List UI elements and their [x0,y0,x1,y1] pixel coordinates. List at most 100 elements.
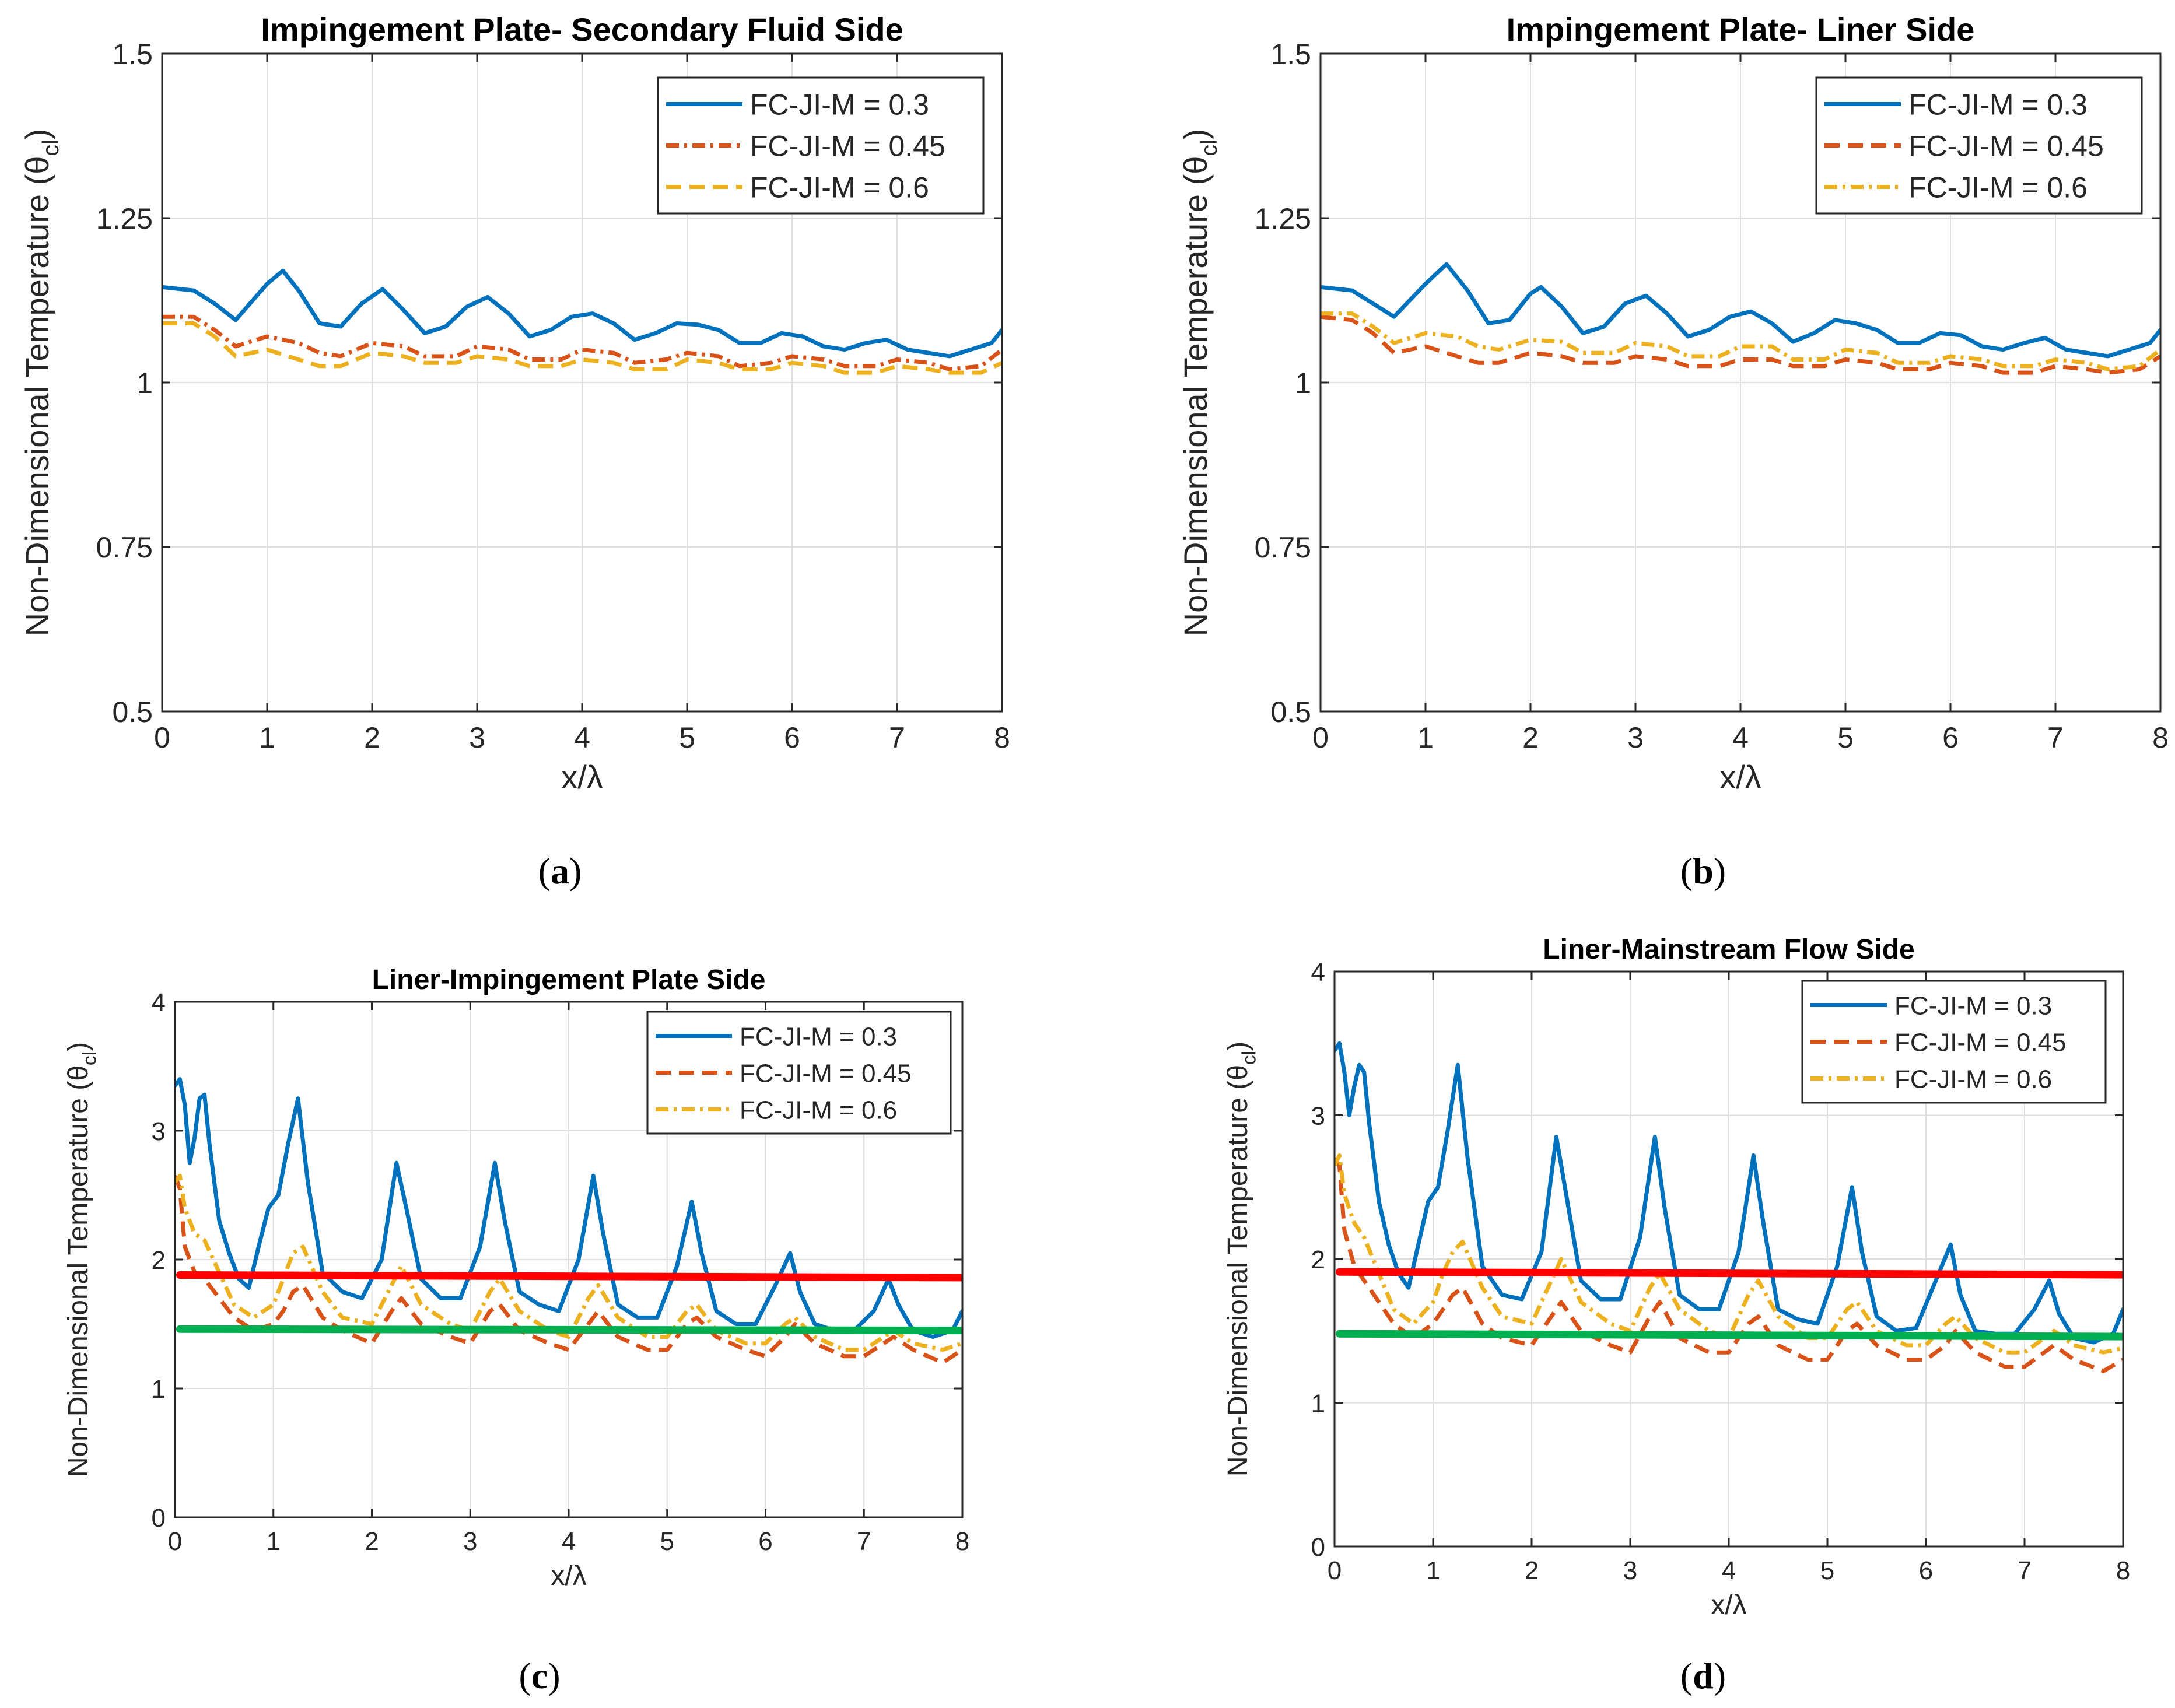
caption-letter: c [531,1655,548,1696]
legend-box [1801,980,2107,1104]
green-reference-line [1335,1330,2123,1341]
y-axis-label-close: ) [1177,129,1214,140]
series-line-0-45 [162,314,1002,371]
y-axis-label-subscript: cl [38,139,64,156]
caption-open: ( [519,1655,531,1696]
y-axis-label-main: Non-Dimensional Temperature (θ [19,156,55,637]
x-tick-label: 5 [679,721,695,754]
panel-caption: (a) [538,850,582,892]
caption-close: ) [569,850,582,892]
caption-close: ) [1714,850,1726,892]
x-tick-label: 7 [2047,721,2064,754]
legend-label: FC-JI-M = 0.45 [740,1059,912,1088]
y-axis-label: Non-Dimensional Temperature (θcl) [1177,129,1222,637]
panel-caption: (b) [1680,850,1726,892]
series-line-0-6 [1335,1153,2123,1355]
x-tick-label: 4 [1732,721,1749,754]
y-tick-label: 0 [152,1504,166,1532]
red-reference-line [1335,1268,2123,1279]
x-tick-label: 6 [1919,1556,1933,1585]
series-line-0-6 [1321,311,2160,371]
chart-title: Liner-Mainstream Flow Side [1543,934,1914,965]
x-axis-label: x/λ [1711,1590,1746,1621]
x-axis-label: x/λ [551,1560,586,1591]
chart-title: Impingement Plate- Secondary Fluid Side [261,11,903,48]
x-tick-label: 8 [955,1527,969,1556]
legend-label: FC-JI-M = 0.3 [1894,991,2052,1020]
y-axis-label: Non-Dimensional Temperature (θcl) [19,129,64,637]
y-axis-label-subscript: cl [79,1051,100,1065]
x-tick-label: 0 [1328,1556,1342,1585]
y-axis-label-main: Non-Dimensional Temperature (θ [1223,1065,1253,1476]
panel-d-liner-mainstream-flow-side: 0 1 2 3 4 5 6 7 8 0 1 2 3 4 Liner-Mainstream Flow Side… [1223,934,2130,1696]
x-tick-label: 2 [364,721,380,754]
y-axis-label-subscript: cl [1238,1051,1260,1065]
y-tick-label: 1 [1311,1389,1325,1418]
panel-caption: (c) [519,1655,560,1696]
x-tick-label: 4 [1722,1556,1736,1585]
caption-close: ) [548,1655,560,1696]
x-tick-label: 0 [154,721,170,754]
y-tick-label: 1 [1295,367,1311,399]
caption-letter: b [1693,850,1714,892]
x-tick-label: 6 [1942,721,1959,754]
series-group [162,268,1002,375]
legend-label: FC-JI-M = 0.45 [750,130,945,163]
x-tick-label: 5 [660,1527,674,1556]
y-tick-label: 2 [1311,1246,1325,1274]
series-line-0-3 [162,268,1002,359]
panel-c-liner-impingement-plate-side: 0 1 2 3 4 5 6 7 8 0 1 2 3 4 Liner-Impingement Plate Si… [63,965,969,1696]
legend: FC-JI-M = 0.3 FC-JI-M = 0.45 FC-JI-M = 0.6 [1815,76,2143,215]
legend-label: FC-JI-M = 0.6 [1894,1065,2052,1093]
y-tick-label: 2 [152,1246,166,1275]
x-axis-label: x/λ [561,759,603,795]
legend-box [1815,76,2143,215]
caption-letter: a [551,850,569,892]
legend-label: FC-JI-M = 0.6 [750,171,929,204]
series-line-0-3 [1321,262,2160,359]
caption-open: ( [1680,1655,1693,1696]
series-line-0-6 [162,321,1002,375]
x-tick-label: 8 [994,721,1010,754]
legend-label: FC-JI-M = 0.45 [1908,130,2104,163]
legend-label: FC-JI-M = 0.3 [750,89,929,121]
y-tick-label: 1 [152,1375,166,1404]
x-tick-label: 2 [365,1527,379,1556]
y-axis-label-close: ) [19,129,55,140]
y-tick-label: 1.25 [1255,202,1311,235]
y-tick-label: 3 [1311,1102,1325,1130]
x-tick-label: 5 [1837,721,1854,754]
legend: FC-JI-M = 0.3 FC-JI-M = 0.45 FC-JI-M = 0.6 [657,76,985,215]
y-tick-label: 0.75 [1255,531,1311,564]
y-tick-label: 1.5 [112,38,153,71]
x-axis-label: x/λ [1719,759,1761,795]
legend-label: FC-JI-M = 0.6 [740,1096,897,1124]
panel-b-liner-side: 0 1 2 3 4 5 6 7 8 0.5 0.75 1 1.25 1.5 Impingement Plat… [1177,11,2169,892]
x-tick-label: 2 [1525,1556,1539,1585]
legend: FC-JI-M = 0.3 FC-JI-M = 0.45 FC-JI-M = 0.6 [1801,980,2107,1104]
y-tick-label: 4 [1311,958,1325,987]
legend-label: FC-JI-M = 0.3 [740,1022,897,1051]
legend-label: FC-JI-M = 0.3 [1908,89,2088,121]
x-tick-label: 3 [463,1527,477,1556]
y-tick-label: 0.5 [1270,696,1311,728]
x-tick-label: 6 [758,1527,772,1556]
y-tick-label: 3 [152,1117,166,1146]
y-tick-label: 0.5 [112,696,153,728]
x-tick-label: 1 [1417,721,1434,754]
y-tick-label: 0 [1311,1533,1325,1562]
series-line-0-3 [175,1077,962,1339]
x-tick-label: 7 [889,721,905,754]
caption-letter: d [1693,1655,1714,1696]
x-tick-label: 6 [784,721,800,754]
legend-label: FC-JI-M = 0.45 [1894,1028,2067,1057]
series-line-0-3 [1335,1041,2123,1345]
y-tick-label: 1.5 [1270,38,1311,71]
y-axis-label: Non-Dimensional Temperature (θcl) [63,1042,100,1477]
x-tick-label: 1 [267,1527,281,1556]
legend-label: FC-JI-M = 0.6 [1908,171,2088,204]
x-tick-label: 0 [168,1527,182,1556]
caption-close: ) [1714,1655,1726,1696]
y-tick-label: 1.25 [96,202,153,235]
